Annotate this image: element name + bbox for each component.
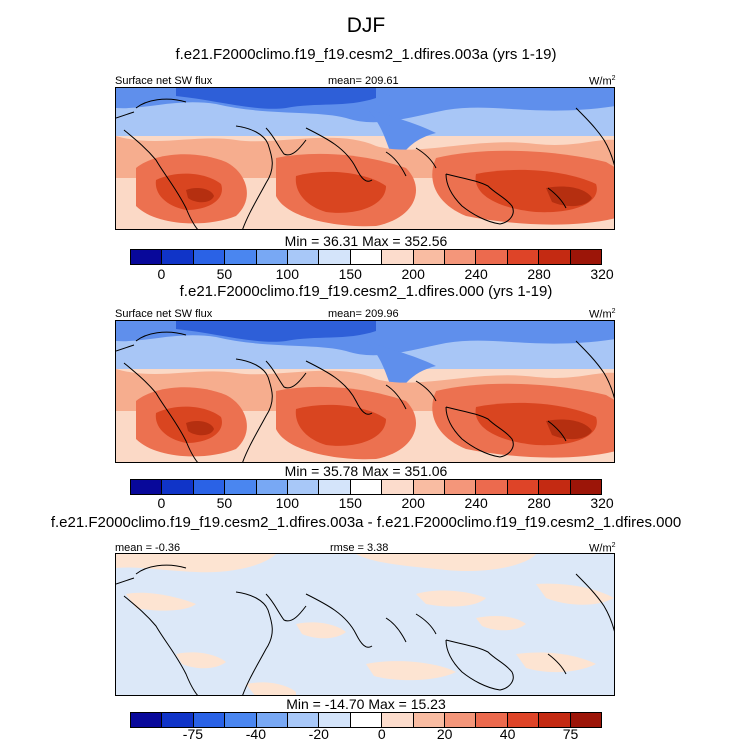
colorbar-swatch bbox=[413, 250, 446, 264]
panel3-rmse-label: rmse = 3.38 bbox=[330, 542, 389, 554]
colorbar-swatch bbox=[193, 713, 226, 727]
colorbar-swatch bbox=[162, 480, 194, 494]
colorbar-tick-label: 100 bbox=[275, 495, 300, 511]
panel1-map bbox=[115, 87, 615, 230]
colorbar-swatch bbox=[350, 480, 383, 494]
colorbar-swatch bbox=[570, 480, 602, 494]
colorbar-swatch bbox=[445, 250, 477, 264]
colorbar-tick-label: 50 bbox=[216, 495, 233, 511]
colorbar-swatch bbox=[382, 480, 414, 494]
colorbar-swatch bbox=[507, 250, 540, 264]
colorbar-swatch bbox=[288, 713, 320, 727]
colorbar-swatch bbox=[382, 250, 414, 264]
plot-title: DJF bbox=[346, 14, 386, 37]
colorbar-swatch bbox=[131, 713, 163, 727]
colorbar-swatch bbox=[476, 250, 508, 264]
colorbar-swatch bbox=[413, 713, 446, 727]
colorbar-swatch bbox=[193, 250, 226, 264]
colorbar-swatch bbox=[539, 480, 571, 494]
colorbar-swatch bbox=[539, 713, 571, 727]
colorbar-swatch bbox=[319, 480, 351, 494]
panel3-units: W/m2 bbox=[589, 542, 616, 555]
colorbar-tick-label: 150 bbox=[338, 266, 362, 282]
panel1-units: W/m2 bbox=[589, 75, 616, 88]
colorbar-tick-label: -75 bbox=[182, 726, 204, 742]
colorbar-tick-label: 200 bbox=[401, 495, 425, 511]
colorbar-tick-label: 40 bbox=[499, 726, 516, 742]
colorbar-swatch bbox=[413, 480, 446, 494]
colorbar-swatch bbox=[162, 250, 194, 264]
colorbar-swatch bbox=[256, 713, 289, 727]
panel1-mean-label: mean= 209.61 bbox=[328, 75, 399, 87]
colorbar-tick-label: 0 bbox=[157, 495, 166, 511]
colorbar-swatch bbox=[256, 250, 289, 264]
colorbar-tick-label: 240 bbox=[464, 495, 488, 511]
panel2-case-title: f.e21.F2000climo.f19_f19.cesm2_1.dfires.… bbox=[179, 283, 553, 300]
colorbar-tick-label: 280 bbox=[527, 495, 551, 511]
colorbar-swatch bbox=[445, 713, 477, 727]
colorbar-swatch bbox=[288, 480, 320, 494]
colorbar-swatch bbox=[445, 480, 477, 494]
panel2-variable-label: Surface net SW flux bbox=[115, 308, 213, 320]
panel1-variable-label: Surface net SW flux bbox=[115, 75, 213, 87]
panel1-case-title: f.e21.F2000climo.f19_f19.cesm2_1.dfires.… bbox=[175, 46, 557, 63]
colorbar-tick-label: -20 bbox=[308, 726, 329, 742]
colorbar-swatch bbox=[162, 713, 194, 727]
colorbar-swatch bbox=[225, 250, 257, 264]
colorbar-tick-label: 150 bbox=[338, 495, 362, 511]
colorbar-swatch bbox=[350, 250, 383, 264]
colorbar-swatch bbox=[570, 713, 602, 727]
colorbar-tick-label: -40 bbox=[245, 726, 266, 742]
colorbar-swatch bbox=[507, 480, 540, 494]
colorbar-swatch bbox=[288, 250, 320, 264]
colorbar-swatch bbox=[570, 250, 602, 264]
colorbar-tick-label: 50 bbox=[216, 266, 233, 282]
panel2-units: W/m2 bbox=[589, 308, 616, 321]
colorbar-swatch bbox=[350, 713, 383, 727]
colorbar-swatch bbox=[476, 480, 508, 494]
colorbar-swatch bbox=[225, 713, 257, 727]
panel2-colorbar bbox=[130, 479, 602, 495]
panel2-mean-label: mean= 209.96 bbox=[328, 308, 399, 320]
colorbar-swatch bbox=[225, 480, 257, 494]
colorbar-swatch bbox=[382, 713, 414, 727]
colorbar-tick-label: 320 bbox=[590, 266, 614, 282]
colorbar-tick-label: 20 bbox=[436, 726, 453, 742]
colorbar-tick-label: 100 bbox=[275, 266, 300, 282]
colorbar-swatch bbox=[476, 713, 508, 727]
colorbar-tick-label: 320 bbox=[590, 495, 614, 511]
colorbar-swatch bbox=[539, 250, 571, 264]
colorbar-swatch bbox=[193, 480, 226, 494]
colorbar-swatch bbox=[256, 480, 289, 494]
colorbar-tick-label: 280 bbox=[527, 266, 551, 282]
colorbar-tick-label: 0 bbox=[377, 726, 386, 742]
colorbar-tick-label: 200 bbox=[401, 266, 425, 282]
colorbar-tick-label: 0 bbox=[157, 266, 166, 282]
panel3-mean-label: mean = -0.36 bbox=[115, 542, 181, 554]
colorbar-swatch bbox=[319, 250, 351, 264]
colorbar-swatch bbox=[319, 713, 351, 727]
panel1-colorbar bbox=[130, 249, 602, 265]
colorbar-swatch bbox=[131, 250, 163, 264]
panel2-map bbox=[115, 320, 615, 463]
panel2-minmax: Min = 35.78 Max = 351.06 bbox=[284, 463, 448, 479]
panel3-colorbar bbox=[130, 712, 602, 728]
colorbar-swatch bbox=[131, 480, 163, 494]
panel3-minmax: Min = -14.70 Max = 15.23 bbox=[286, 696, 446, 712]
colorbar-tick-label: 75 bbox=[562, 726, 579, 742]
panel3-map bbox=[115, 553, 615, 696]
colorbar-swatch bbox=[507, 713, 540, 727]
colorbar-tick-label: 240 bbox=[464, 266, 488, 282]
panel3-case-title: f.e21.F2000climo.f19_f19.cesm2_1.dfires.… bbox=[50, 514, 682, 531]
panel1-minmax: Min = 36.31 Max = 352.56 bbox=[284, 233, 448, 249]
